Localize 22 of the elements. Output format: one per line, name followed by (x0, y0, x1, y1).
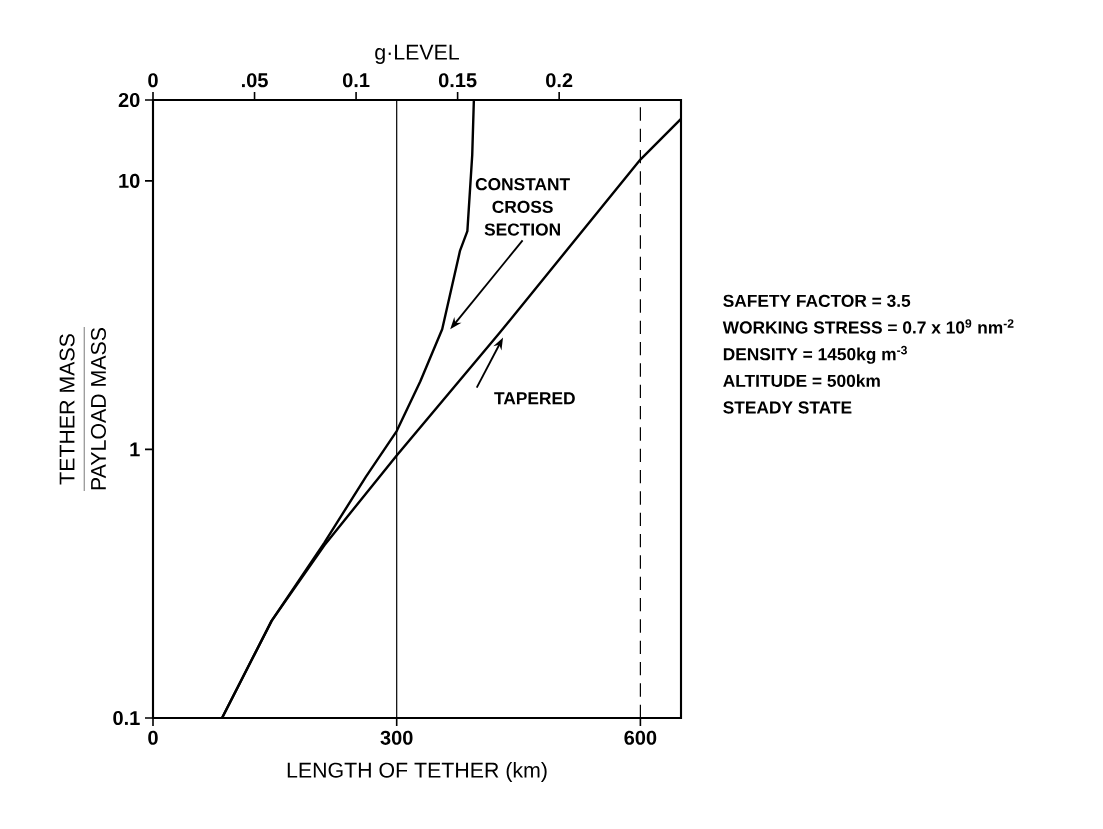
text: STEADY STATE (723, 401, 852, 414)
y-tick-label: 10 (119, 173, 140, 188)
y-tick-label: 20 (118, 92, 140, 108)
x-tick-label: 0 (148, 730, 158, 745)
y-axis-title: $\frac{\mbox{TETHER MASS}}{\mbox{PAYLOAD MASS}}$ (59, 327, 106, 491)
text: WORKING STRESS = 0.7 x 10$^{9}$ nm$^{-2}$ (722, 319, 1014, 334)
text: ALTITUDE = 500km (723, 374, 880, 387)
x2-tick-label: .05 (242, 73, 268, 88)
series-label: TAPERED (494, 392, 575, 405)
x2-tick-label: 0.1 (342, 73, 370, 88)
x2-axis-title: g·LEVEL (375, 44, 459, 64)
x2-tick-label: 0.15 (438, 73, 477, 88)
x-tick-label: 600 (624, 730, 657, 745)
text: DENSITY = 1450kg m$^{-3}$ (723, 345, 907, 364)
text: SAFETY FACTOR = 3.5 (723, 294, 911, 307)
x-tick-label: 300 (380, 730, 413, 745)
series-label: CONSTANT CROSS SECTION (475, 178, 570, 236)
y-tick-label: 1 (130, 442, 140, 457)
x-axis-title: LENGTH OF TETHER (km) (287, 762, 547, 782)
x2-tick-label: 0.2 (546, 73, 573, 88)
y-tick-label: 0.1 (113, 710, 140, 726)
x2-tick-label: 0 (148, 73, 158, 88)
